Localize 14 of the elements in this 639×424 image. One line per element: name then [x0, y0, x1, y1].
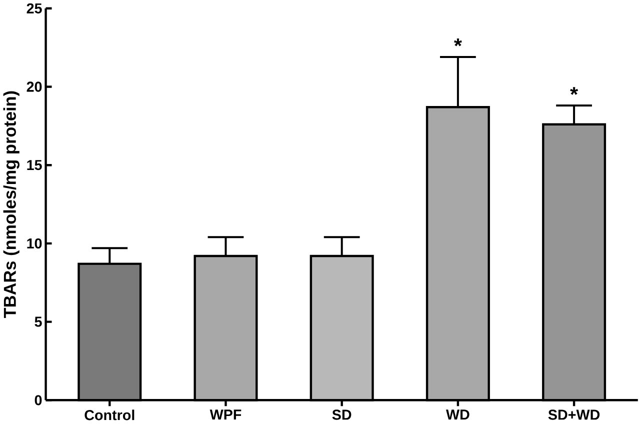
y-tick-label: 10	[27, 238, 42, 249]
x-tick-label: SD	[332, 410, 352, 420]
x-tick-label: SD+WD	[548, 410, 600, 420]
annotation: *	[454, 38, 462, 46]
x-tick-label: Control	[84, 410, 134, 420]
y-tick-label: 15	[27, 160, 42, 170]
x-tick-label: WPF	[210, 410, 242, 420]
y-tick-label: 20	[26, 82, 42, 92]
y-axis-title: TBARs (nmoles/mg protein)	[3, 92, 20, 318]
y-tick-label: 5	[34, 317, 42, 328]
y-tick-label: 25	[26, 4, 42, 14]
annotation: *	[570, 87, 578, 96]
x-tick-label: WD	[446, 410, 470, 420]
y-tick-label: 0	[34, 395, 42, 406]
